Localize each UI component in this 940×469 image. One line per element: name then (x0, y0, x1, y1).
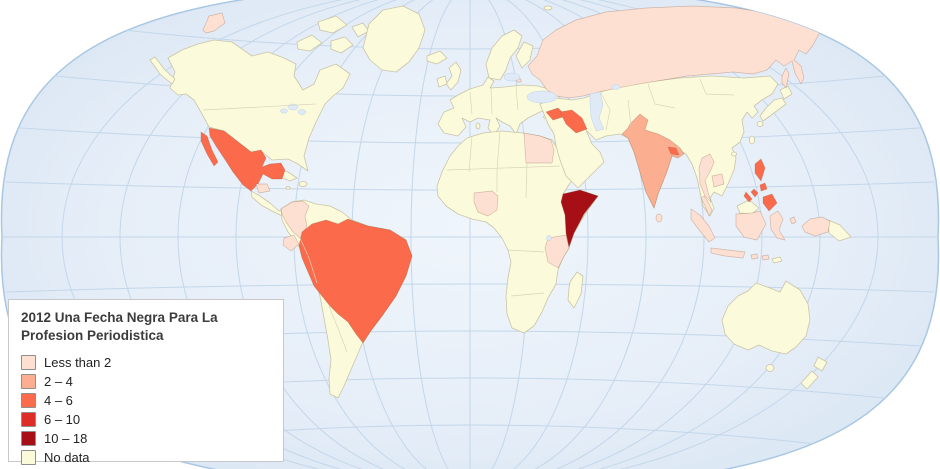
country-somalia[interactable] (560, 189, 599, 248)
legend-label: Less than 2 (44, 355, 112, 371)
landmass-north-america[interactable] (167, 39, 351, 172)
aral-sea (611, 84, 621, 90)
country-mexico[interactable] (208, 127, 286, 192)
legend-label: 2 – 4 (44, 374, 73, 390)
landmass-australia[interactable] (721, 280, 811, 355)
country-egypt[interactable] (523, 132, 555, 164)
landmass-ireland (436, 75, 448, 88)
black-sea (526, 90, 558, 104)
legend-swatch-2-4 (21, 374, 36, 390)
legend-panel: 2012 Una Fecha Negra Para La Profesion P… (8, 299, 284, 466)
landmass-canadian-arctic-islands (296, 15, 370, 54)
legend-label: 4 – 6 (44, 393, 73, 409)
landmass-greenland[interactable] (362, 5, 426, 73)
legend-swatch-6-10 (21, 412, 36, 428)
baltic-sea (503, 72, 521, 82)
country-india[interactable] (621, 113, 685, 209)
landmass-alaska-peninsula (149, 56, 176, 85)
country-mexico-baja[interactable] (200, 131, 219, 167)
country-russia-chukotka[interactable] (202, 12, 226, 34)
landmass-tasmania (765, 364, 775, 372)
country-tanzania[interactable] (544, 234, 570, 269)
inland-waters (280, 72, 621, 241)
country-malaysia-peninsula[interactable] (700, 195, 713, 217)
landmass-sardinia (475, 122, 481, 130)
country-honduras[interactable] (255, 183, 271, 194)
legend-label: 10 – 18 (44, 431, 88, 447)
landmass-new-zealand (800, 356, 828, 390)
landmass-united-kingdom (445, 61, 462, 91)
landmass-scandinavia (485, 29, 523, 81)
landmass-timor (771, 256, 783, 264)
lake-victoria (546, 235, 552, 241)
landmass-finland (515, 41, 534, 69)
legend-swatch-4-6 (21, 393, 36, 409)
legend-item: No data (21, 448, 271, 467)
landmass-hainan (731, 151, 737, 157)
landmass-japan (759, 85, 793, 122)
lake-huron-erie (297, 109, 307, 115)
country-russia[interactable] (527, 5, 821, 99)
country-cambodia[interactable] (711, 173, 725, 188)
legend-swatch-less-than-2 (21, 355, 36, 371)
country-nigeria[interactable] (473, 190, 499, 217)
country-indonesia[interactable] (690, 208, 831, 261)
country-colombia[interactable] (280, 200, 310, 239)
caspian-sea (589, 91, 605, 132)
graticule-meridians (61, 0, 879, 469)
country-bangladesh[interactable] (667, 146, 680, 156)
legend-item: 2 – 4 (21, 372, 271, 391)
country-thailand[interactable] (698, 153, 715, 203)
country-sri-lanka[interactable] (655, 213, 663, 223)
legend-item: Less than 2 (21, 353, 271, 372)
legend-swatch-no-data (21, 450, 36, 466)
legend-item: 10 – 18 (21, 429, 271, 448)
legend-item: 6 – 10 (21, 410, 271, 429)
legend-label: 6 – 10 (44, 412, 81, 428)
country-borders (202, 78, 735, 353)
landmass-taiwan (749, 135, 755, 145)
landmass-iceland (426, 50, 448, 65)
landmass-kyushu (756, 121, 764, 127)
country-russia-sakhalin[interactable] (781, 67, 790, 89)
country-iraq[interactable] (559, 109, 588, 134)
legend-label: No data (44, 450, 90, 466)
landmass-new-guinea-east (827, 219, 852, 242)
landmass-svalbard (543, 5, 553, 11)
landmass-hispaniola (298, 181, 308, 187)
landmass-madagascar (567, 271, 584, 309)
country-philippines[interactable] (743, 158, 778, 212)
landmass-borneo-north (736, 199, 760, 215)
colored-countries (200, 5, 831, 344)
legend-item: 4 – 6 (21, 391, 271, 410)
map-title: 2012 Una Fecha Negra Para La Profesion P… (21, 310, 218, 343)
country-brazil[interactable] (298, 218, 413, 344)
country-ecuador[interactable] (282, 234, 300, 252)
landmass-europe[interactable] (437, 76, 561, 137)
lake-michigan (280, 108, 288, 114)
legend-swatch-10-18 (21, 431, 36, 447)
landmass-jamaica (285, 186, 291, 190)
